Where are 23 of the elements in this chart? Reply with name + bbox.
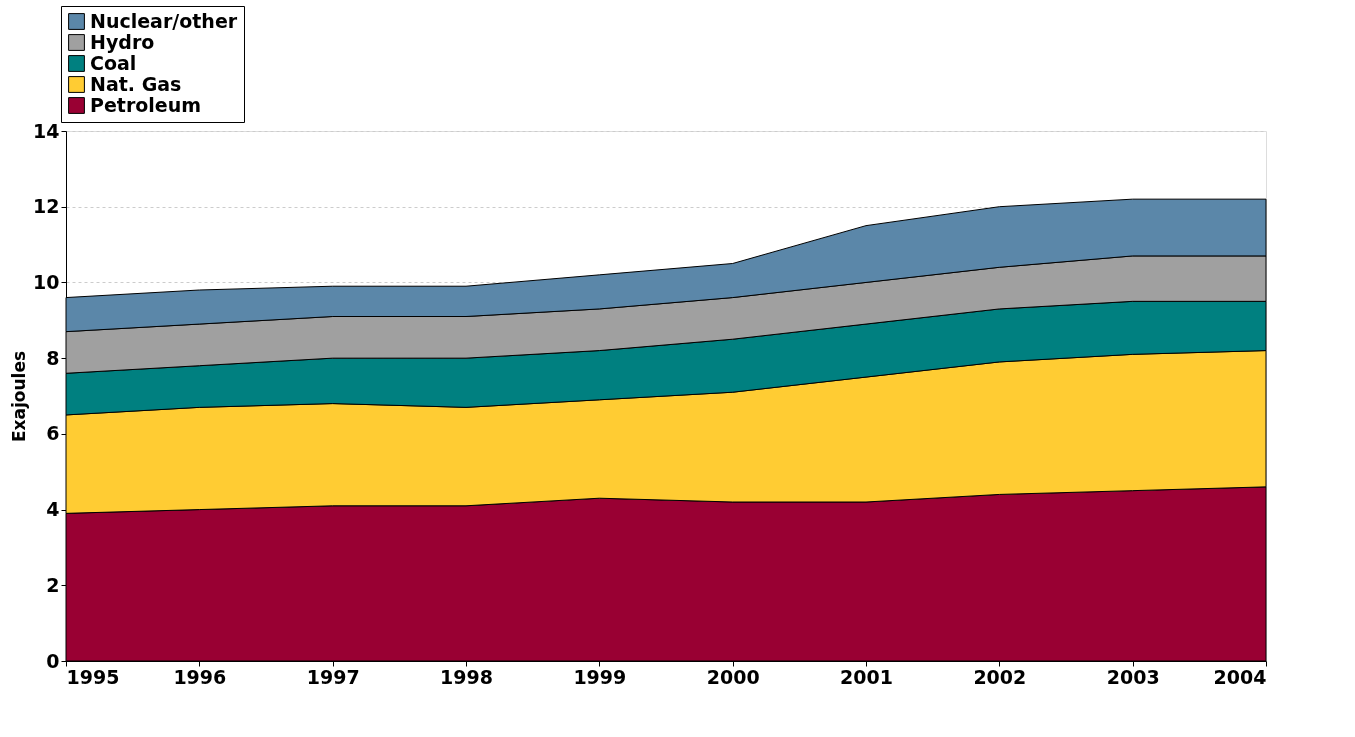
x-tick-label: 2002 bbox=[973, 665, 1027, 688]
legend-label: Hydro bbox=[90, 30, 155, 53]
legend-label: Nuclear/other bbox=[90, 9, 238, 32]
y-tick-label: 6 bbox=[46, 422, 60, 445]
x-tick-label: 1999 bbox=[573, 665, 627, 688]
x-tick-label: 1997 bbox=[306, 665, 360, 688]
x-tick-label: 2003 bbox=[1106, 665, 1160, 688]
x-tick-label: 1996 bbox=[173, 665, 227, 688]
x-tick-label: 2001 bbox=[840, 665, 893, 688]
y-tick-label: 4 bbox=[46, 498, 60, 521]
y-axis-title: Exajoules bbox=[9, 350, 30, 443]
y-tick-label: 2 bbox=[46, 573, 60, 596]
y-tick-label: 8 bbox=[46, 346, 60, 369]
legend-label: Petroleum bbox=[90, 93, 202, 116]
x-tick-label: 1998 bbox=[440, 665, 493, 688]
x-tick-label: 1995 bbox=[66, 665, 120, 688]
x-tick-label: 2004 bbox=[1213, 665, 1267, 688]
y-tick-label: 14 bbox=[33, 119, 60, 142]
legend-label: Nat. Gas bbox=[90, 72, 182, 95]
y-tick-label: 0 bbox=[46, 649, 60, 672]
y-tick-label: 12 bbox=[33, 195, 60, 218]
x-tick-label: 2000 bbox=[706, 665, 760, 688]
y-tick-label: 10 bbox=[33, 270, 60, 293]
